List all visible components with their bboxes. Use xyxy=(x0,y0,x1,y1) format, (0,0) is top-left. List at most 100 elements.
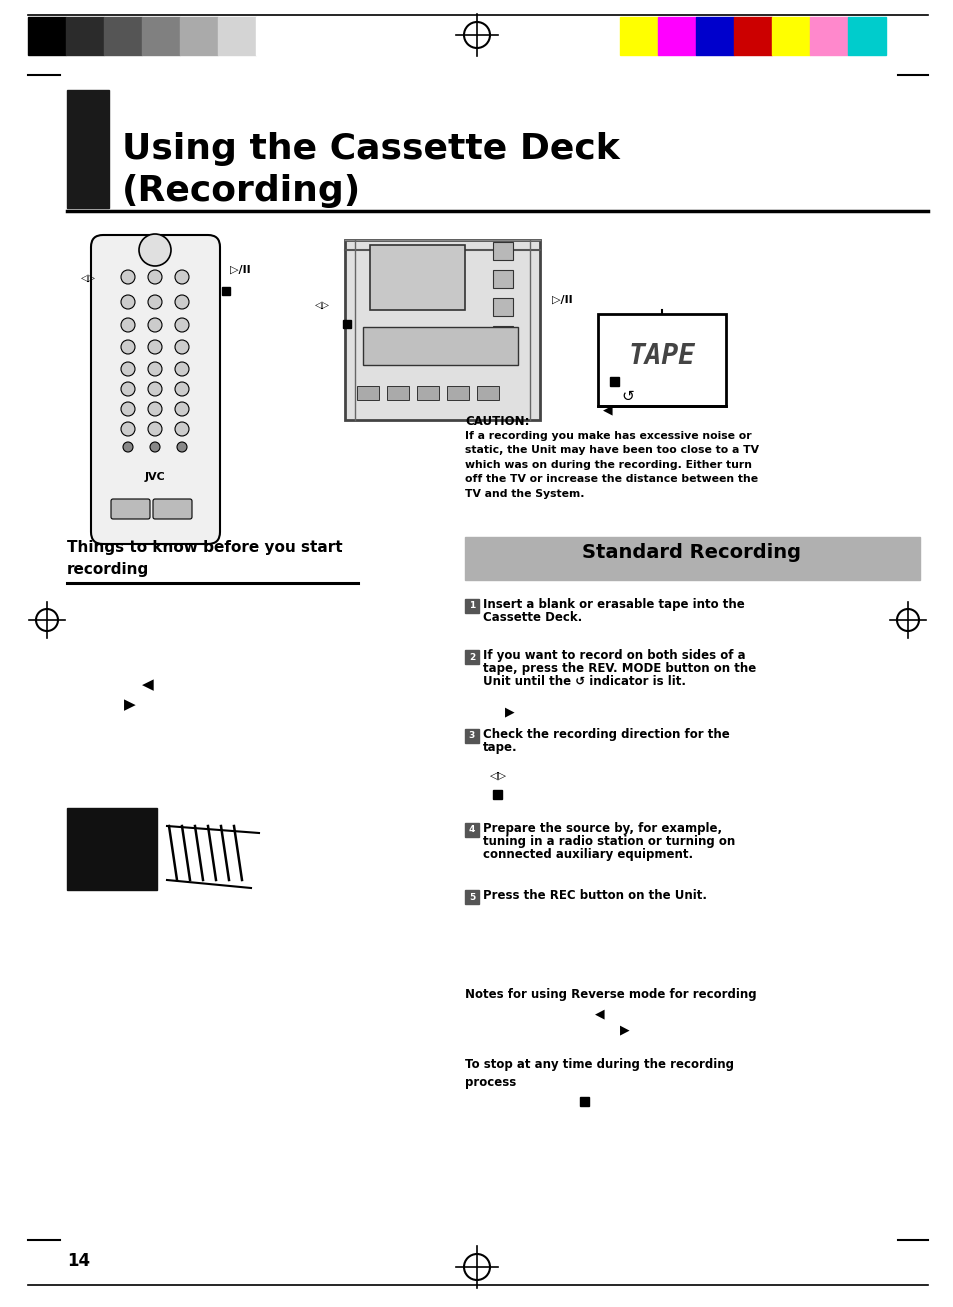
Text: 4: 4 xyxy=(468,826,475,834)
Circle shape xyxy=(148,362,162,376)
Bar xyxy=(619,17,658,55)
Circle shape xyxy=(121,362,135,376)
Text: Things to know before you start
recording: Things to know before you start recordin… xyxy=(67,540,342,578)
Circle shape xyxy=(174,295,189,308)
Text: ▶: ▶ xyxy=(619,1023,629,1036)
Bar xyxy=(809,17,847,55)
Text: If a recording you make has excessive noise or
static, the Unit may have been to: If a recording you make has excessive no… xyxy=(464,431,759,498)
Text: 14: 14 xyxy=(67,1252,90,1270)
Text: Press the REC button on the Unit.: Press the REC button on the Unit. xyxy=(482,889,706,902)
Bar xyxy=(67,808,157,890)
Circle shape xyxy=(174,382,189,396)
Circle shape xyxy=(174,403,189,416)
Text: ▶: ▶ xyxy=(124,698,135,712)
Bar xyxy=(847,17,885,55)
Bar xyxy=(370,244,464,310)
Text: ◁▷: ◁▷ xyxy=(80,273,95,284)
Bar xyxy=(658,17,696,55)
Bar xyxy=(142,17,180,55)
Text: 1: 1 xyxy=(468,601,475,610)
Text: ▶: ▶ xyxy=(505,706,515,719)
Text: ◁▷: ◁▷ xyxy=(314,301,330,310)
Circle shape xyxy=(150,442,160,452)
Circle shape xyxy=(121,295,135,308)
Text: Prepare the source by, for example,: Prepare the source by, for example, xyxy=(482,822,721,835)
Circle shape xyxy=(148,295,162,308)
Text: tape.: tape. xyxy=(482,741,517,754)
Bar xyxy=(464,823,478,836)
Text: 3: 3 xyxy=(468,732,475,741)
Bar xyxy=(493,271,513,288)
Text: ◁▷: ◁▷ xyxy=(490,771,506,782)
Circle shape xyxy=(177,442,187,452)
Text: To stop at any time during the recording
process: To stop at any time during the recording… xyxy=(464,1057,733,1089)
Bar xyxy=(493,242,513,260)
Bar xyxy=(493,298,513,316)
Circle shape xyxy=(174,340,189,354)
Text: ▷/II: ▷/II xyxy=(552,295,572,305)
Bar xyxy=(464,650,478,664)
Bar xyxy=(696,17,733,55)
Text: 5: 5 xyxy=(468,893,475,902)
Circle shape xyxy=(121,422,135,437)
Bar xyxy=(416,386,438,400)
Bar xyxy=(363,327,517,365)
Bar xyxy=(343,320,351,328)
Text: Insert a blank or erasable tape into the: Insert a blank or erasable tape into the xyxy=(482,599,744,610)
Bar xyxy=(493,325,513,344)
Circle shape xyxy=(121,403,135,416)
Text: ◀: ◀ xyxy=(595,1008,604,1021)
Bar xyxy=(345,240,539,420)
Bar xyxy=(733,17,771,55)
Text: ◀: ◀ xyxy=(142,677,153,693)
FancyBboxPatch shape xyxy=(152,499,192,519)
Bar xyxy=(28,17,66,55)
Bar xyxy=(464,890,478,904)
Bar xyxy=(218,17,255,55)
Text: Unit until the ↺ indicator is lit.: Unit until the ↺ indicator is lit. xyxy=(482,674,685,687)
Text: Cassette Deck.: Cassette Deck. xyxy=(482,610,581,623)
Text: tape, press the REV. MODE button on the: tape, press the REV. MODE button on the xyxy=(482,663,756,674)
Text: 2: 2 xyxy=(468,652,475,661)
Circle shape xyxy=(123,442,132,452)
Bar xyxy=(255,17,294,55)
Bar xyxy=(104,17,142,55)
Circle shape xyxy=(139,234,171,267)
Text: Using the Cassette Deck: Using the Cassette Deck xyxy=(122,132,619,166)
Text: JVC: JVC xyxy=(145,472,165,482)
Bar xyxy=(493,789,501,799)
Circle shape xyxy=(174,318,189,332)
Circle shape xyxy=(121,382,135,396)
Text: (Recording): (Recording) xyxy=(122,174,361,208)
Text: ◀: ◀ xyxy=(602,404,612,417)
Bar xyxy=(598,314,725,406)
Circle shape xyxy=(148,340,162,354)
Text: ↺: ↺ xyxy=(621,388,634,404)
Bar xyxy=(180,17,218,55)
Text: tuning in a radio station or turning on: tuning in a radio station or turning on xyxy=(482,835,735,848)
Text: Check the recording direction for the: Check the recording direction for the xyxy=(482,728,729,741)
Circle shape xyxy=(148,318,162,332)
FancyBboxPatch shape xyxy=(91,235,220,544)
Bar xyxy=(66,17,104,55)
Text: ▷/II: ▷/II xyxy=(230,265,251,274)
Circle shape xyxy=(148,422,162,437)
Text: If you want to record on both sides of a: If you want to record on both sides of a xyxy=(482,650,745,663)
Bar xyxy=(771,17,809,55)
Circle shape xyxy=(121,271,135,284)
Bar xyxy=(609,376,618,386)
Bar xyxy=(67,90,109,208)
Text: CAUTION:: CAUTION: xyxy=(464,416,529,427)
Bar xyxy=(579,1097,588,1106)
Bar xyxy=(356,386,378,400)
FancyBboxPatch shape xyxy=(111,499,150,519)
Circle shape xyxy=(121,340,135,354)
Bar xyxy=(464,729,478,742)
Circle shape xyxy=(174,362,189,376)
Text: Notes for using Reverse mode for recording: Notes for using Reverse mode for recordi… xyxy=(464,988,756,1001)
Bar xyxy=(464,537,919,580)
Text: Standard Recording: Standard Recording xyxy=(582,542,801,562)
Bar xyxy=(447,386,469,400)
Bar xyxy=(387,386,409,400)
Circle shape xyxy=(148,403,162,416)
